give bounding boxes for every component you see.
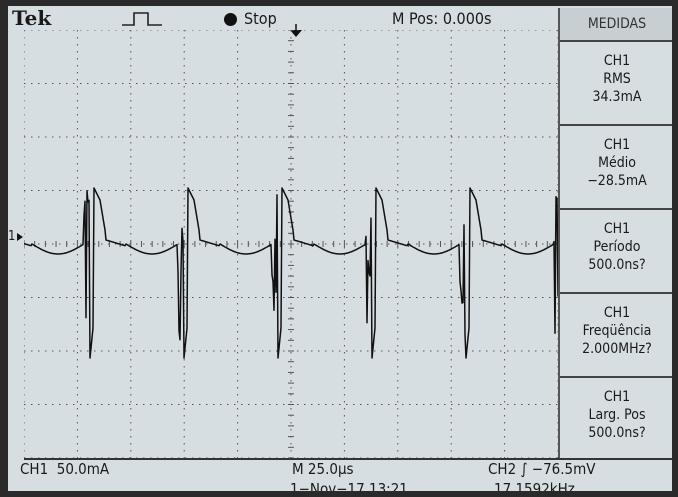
trigger-pulse-icon [122, 12, 162, 26]
measurement-channel: CH1 [603, 389, 631, 405]
measurement-value: 34.3mA [592, 89, 642, 105]
ch1-waveform [24, 187, 558, 359]
measurement-value: 500.0ns? [588, 425, 646, 441]
measurement-frequency[interactable]: CH1 Freqüência 2.000MHz? [560, 292, 672, 368]
measurement-value: 2.000MHz? [582, 341, 652, 357]
trigger-frequency: 17.1592kHz [494, 480, 575, 492]
measurement-label: Período [593, 239, 641, 255]
measurements-title[interactable]: MEDIDAS [560, 8, 672, 40]
measurement-period[interactable]: CH1 Período 500.0ns? [560, 208, 672, 284]
measurement-label: Médio [598, 155, 636, 171]
ch1-scale: CH1 50.0mA [20, 460, 110, 478]
footer-divider [24, 458, 672, 460]
run-status-icon [224, 13, 237, 26]
trigger-level: CH2 ∫ −76.5mV [488, 460, 596, 478]
measurement-channel: CH1 [603, 305, 631, 321]
measurement-pos-width[interactable]: CH1 Larg. Pos 500.0ns? [560, 376, 672, 452]
measurement-rms[interactable]: CH1 RMS 34.3mA [560, 40, 672, 116]
measurements-panel: MEDIDAS CH1 RMS 34.3mA CH1 Médio −28.5mA… [558, 8, 672, 460]
trigger-position-icon [290, 24, 302, 37]
measurement-channel: CH1 [603, 137, 631, 153]
waveform-graticule [24, 30, 558, 458]
datetime: 1−Nov−17 13:21 [290, 480, 408, 492]
measurement-mean[interactable]: CH1 Médio −28.5mA [560, 124, 672, 200]
ch1-marker-icon [17, 233, 23, 241]
measurement-label: Larg. Pos [588, 407, 646, 423]
measurement-channel: CH1 [603, 221, 631, 237]
measurement-label: RMS [603, 71, 631, 87]
ch1-marker-label: 1 [8, 229, 16, 244]
measurement-label: Freqüência [582, 323, 652, 339]
measurement-channel: CH1 [603, 53, 631, 69]
brand-logo: Tek [12, 6, 52, 30]
measurement-value: −28.5mA [587, 173, 647, 189]
oscilloscope-screen: Tek Stop M Pos: 0.000s 1 MEDIDAS CH1 RMS… [8, 6, 672, 491]
run-status: Stop [244, 9, 277, 28]
timebase: M 25.0µs [292, 460, 354, 478]
measurement-value: 500.0ns? [588, 257, 646, 273]
horizontal-position: M Pos: 0.000s [392, 9, 492, 28]
